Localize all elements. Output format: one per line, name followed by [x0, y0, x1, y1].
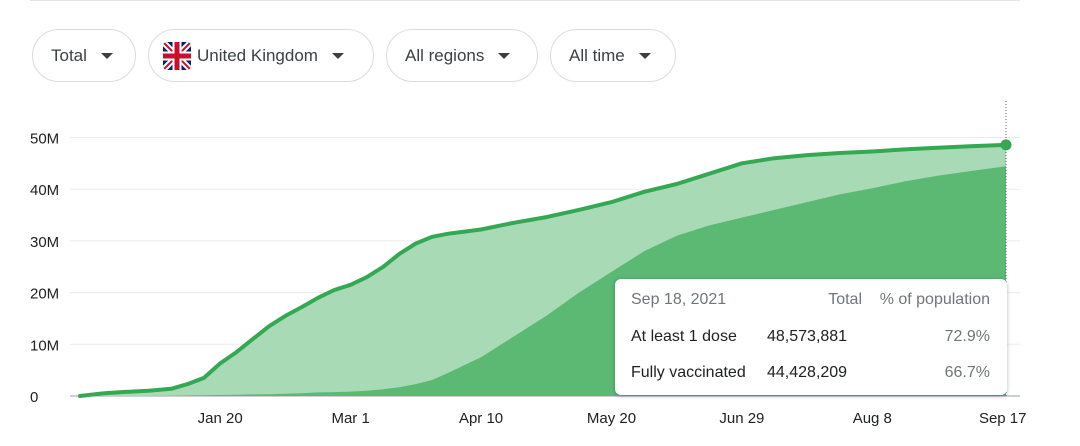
x-tick-label: Mar 1	[331, 410, 369, 427]
x-tick-label: May 20	[587, 410, 636, 427]
period-dropdown[interactable]: All time	[550, 29, 676, 82]
hover-point	[1000, 139, 1012, 151]
tooltip-row-total: 44,428,209	[767, 364, 848, 381]
country-dropdown-label: United Kingdom	[197, 45, 318, 65]
y-tick-label: 50M	[30, 131, 59, 148]
top-divider	[30, 0, 1020, 1]
y-tick-label: 10M	[30, 337, 59, 354]
y-tick-label: 20M	[30, 286, 59, 303]
period-dropdown-label: All time	[569, 45, 625, 65]
tooltip-date: Sep 18, 2021	[631, 291, 727, 308]
first-dose-line	[78, 142, 1008, 398]
tooltip-row-first-dose: At least 1 dose 48,573,881 72.9%	[615, 328, 1007, 350]
region-dropdown[interactable]: All regions	[386, 29, 538, 82]
x-tick-label: Jun 29	[719, 410, 764, 427]
y-tick-label: 0	[30, 389, 38, 406]
y-tick-label: 30M	[30, 234, 59, 251]
caret-down-icon	[498, 52, 511, 59]
caret-down-icon	[638, 52, 651, 59]
caret-down-icon	[100, 52, 113, 59]
tooltip-col-pct: % of population	[879, 291, 990, 308]
tooltip-row-total: 48,573,881	[767, 328, 848, 345]
x-tick-label: Aug 8	[853, 410, 892, 427]
tooltip-row-pct: 72.9%	[944, 328, 990, 345]
caret-down-icon	[331, 52, 344, 59]
tooltip-header: Sep 18, 2021 Total % of population	[615, 291, 1007, 313]
x-tick-label: Jan 20	[198, 410, 243, 427]
x-tick-label: Apr 10	[459, 410, 503, 427]
uk-flag-icon	[163, 41, 191, 70]
tooltip-row-fully-vaccinated: Fully vaccinated 44,428,209 66.7%	[615, 364, 1007, 386]
region-dropdown-label: All regions	[405, 45, 485, 65]
y-tick-label: 40M	[30, 182, 59, 199]
metric-dropdown[interactable]: Total	[32, 29, 136, 82]
chart-tooltip: Sep 18, 2021 Total % of population At le…	[615, 279, 1007, 395]
tooltip-row-label: Fully vaccinated	[631, 364, 746, 381]
x-tick-label: Sep 17	[979, 410, 1027, 427]
country-dropdown[interactable]: United Kingdom	[148, 29, 374, 82]
tooltip-row-label: At least 1 dose	[631, 328, 737, 345]
tooltip-row-pct: 66.7%	[944, 364, 990, 381]
metric-dropdown-label: Total	[51, 45, 87, 65]
filter-bar: Total United Kingdom All regions All tim…	[32, 29, 676, 82]
tooltip-col-total: Total	[828, 291, 862, 308]
